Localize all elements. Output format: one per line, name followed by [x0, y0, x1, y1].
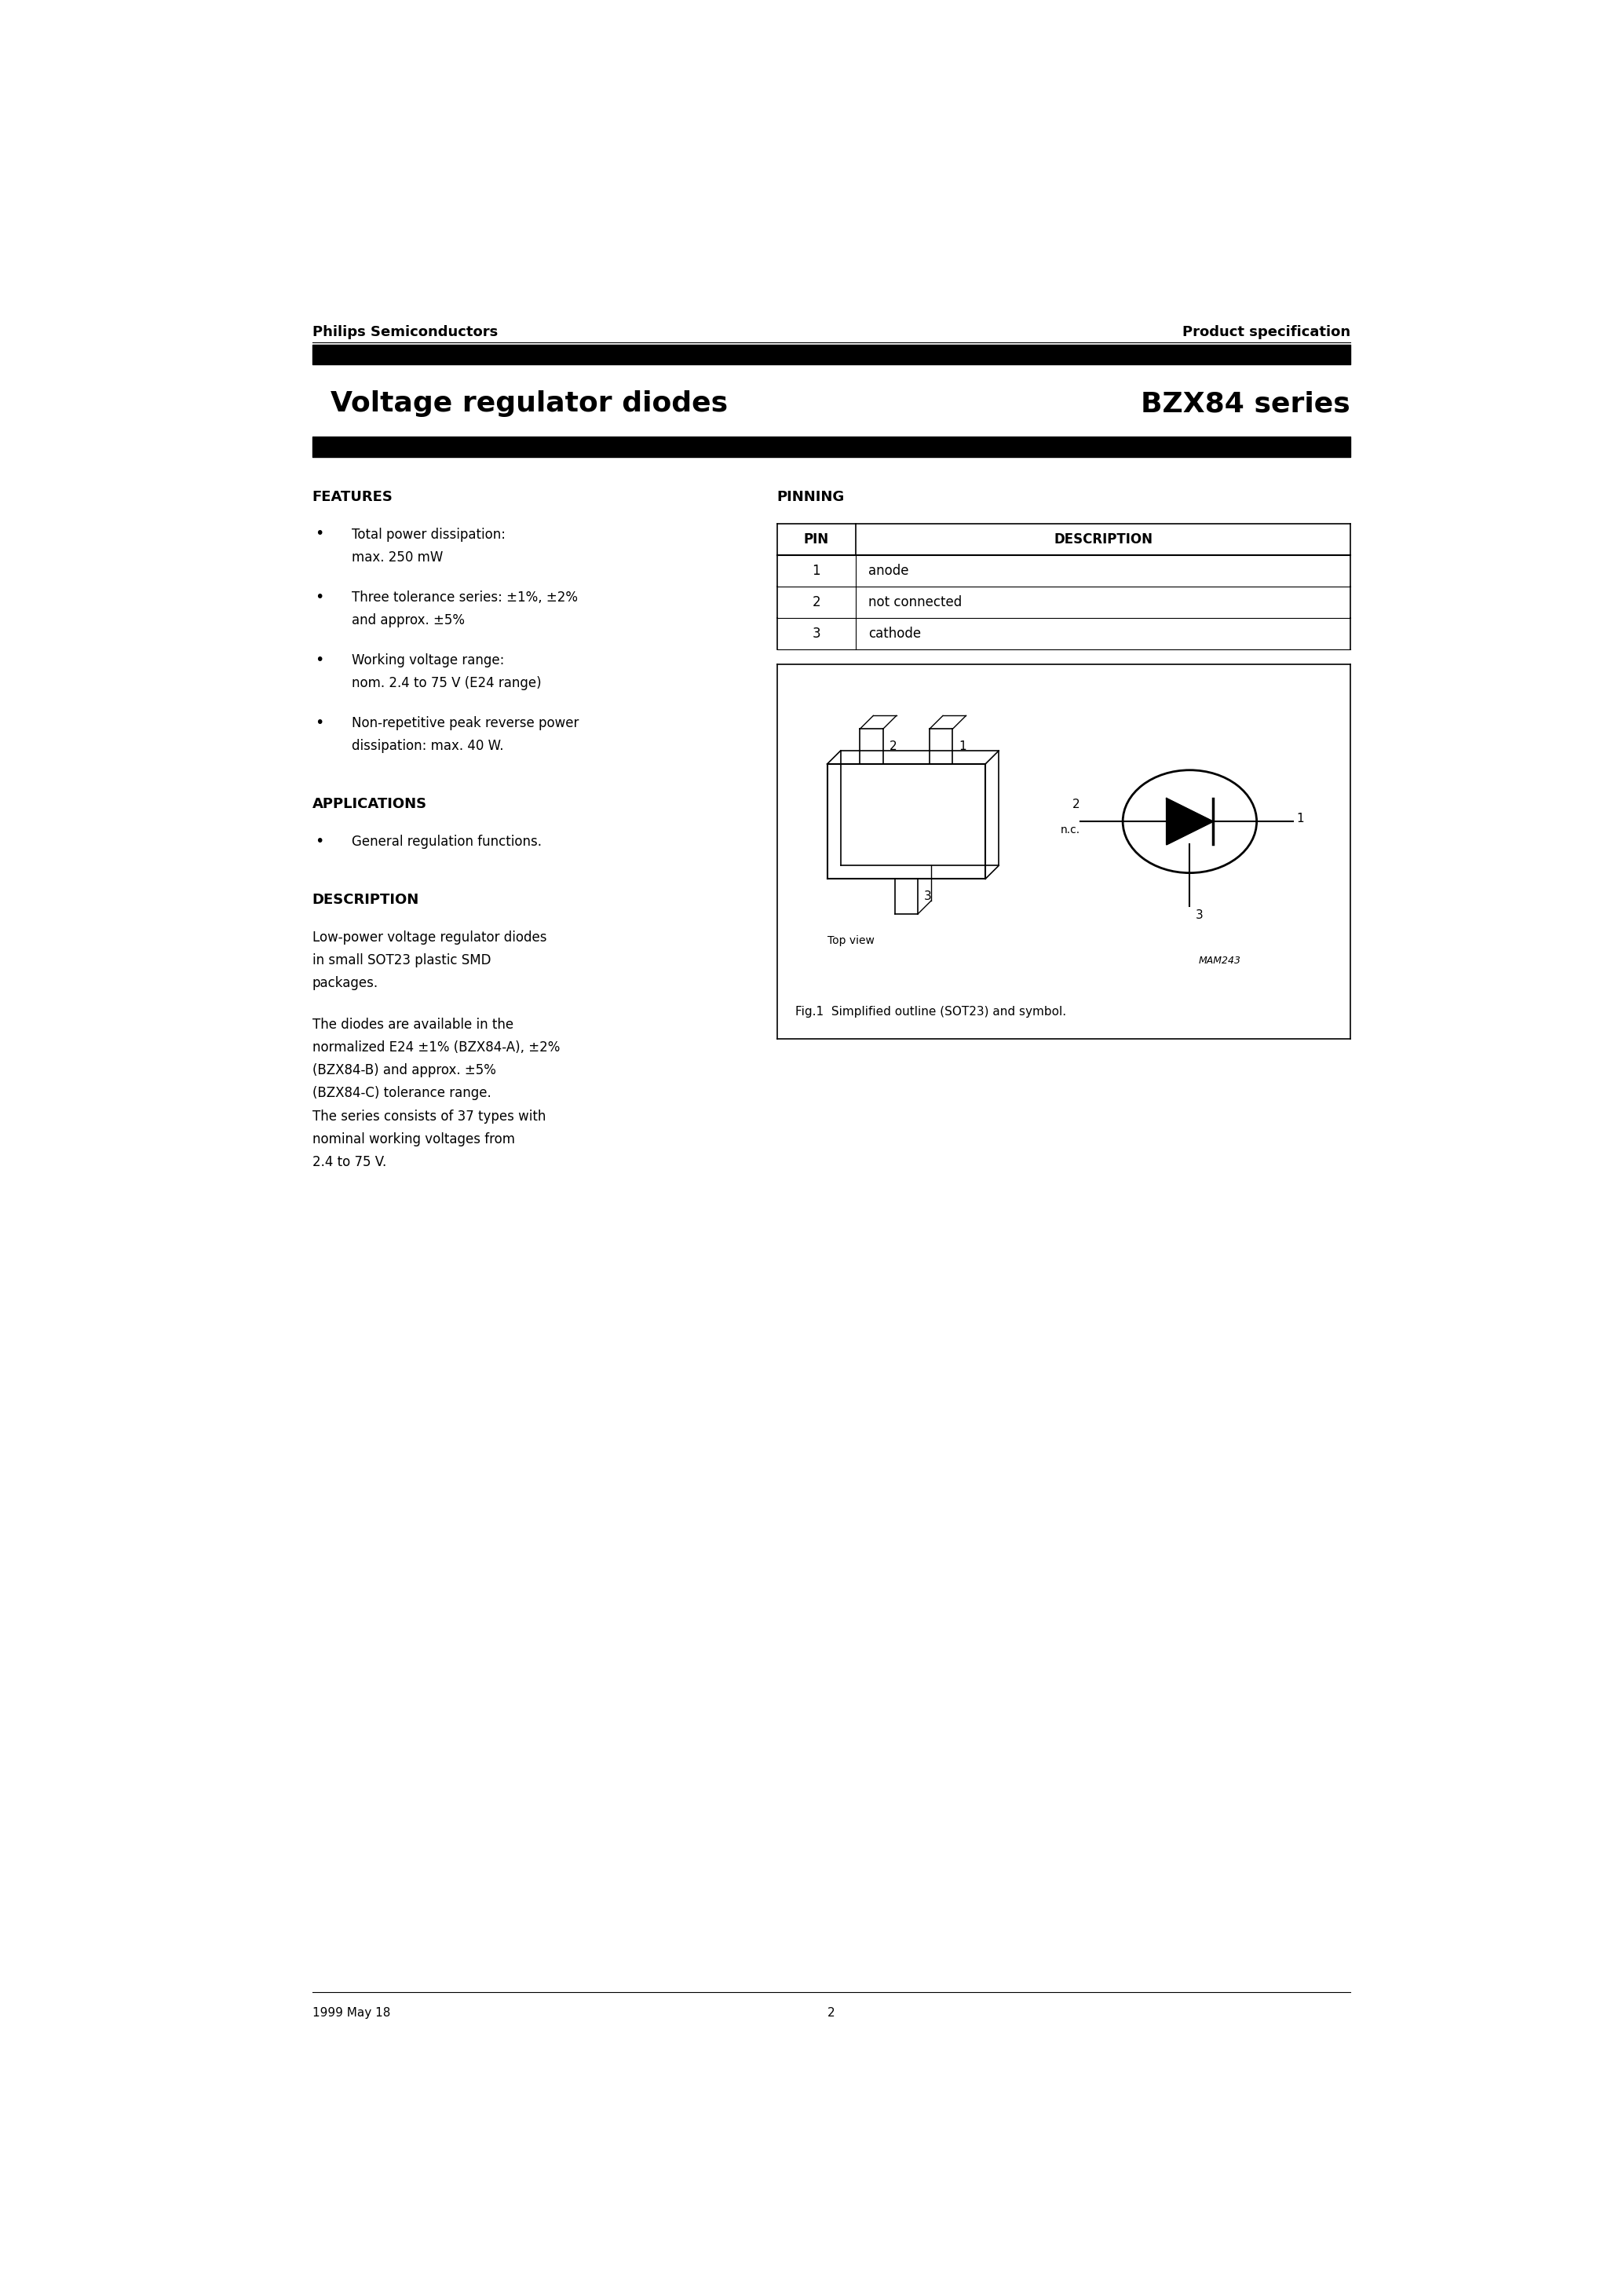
Text: not connected: not connected — [868, 595, 962, 608]
Text: Three tolerance series: ±1%, ±2%: Three tolerance series: ±1%, ±2% — [352, 590, 577, 604]
Text: Fig.1  Simplified outline (SOT23) and symbol.: Fig.1 Simplified outline (SOT23) and sym… — [795, 1006, 1066, 1017]
Text: cathode: cathode — [868, 627, 921, 641]
Text: •: • — [315, 590, 324, 604]
Polygon shape — [1166, 799, 1213, 845]
Text: (BZX84-B) and approx. ±5%: (BZX84-B) and approx. ±5% — [313, 1063, 496, 1077]
Text: PINNING: PINNING — [777, 489, 845, 505]
Text: 1999 May 18: 1999 May 18 — [313, 2007, 391, 2018]
Text: 2: 2 — [827, 2007, 835, 2018]
Text: PIN: PIN — [805, 533, 829, 546]
Text: n.c.: n.c. — [1061, 824, 1080, 836]
Text: Total power dissipation:: Total power dissipation: — [352, 528, 506, 542]
Text: •: • — [315, 526, 324, 542]
Text: 3: 3 — [1195, 909, 1204, 921]
Text: General regulation functions.: General regulation functions. — [352, 836, 542, 850]
Text: nominal working voltages from: nominal working voltages from — [313, 1132, 514, 1146]
Text: 2: 2 — [813, 595, 821, 608]
Text: 1: 1 — [813, 563, 821, 579]
Text: and approx. ±5%: and approx. ±5% — [352, 613, 466, 627]
Text: The series consists of 37 types with: The series consists of 37 types with — [313, 1109, 545, 1123]
Text: FEATURES: FEATURES — [313, 489, 393, 505]
Text: Product specification: Product specification — [1182, 324, 1350, 340]
Text: anode: anode — [868, 563, 908, 579]
Text: dissipation: max. 40 W.: dissipation: max. 40 W. — [352, 739, 504, 753]
Text: MAM243: MAM243 — [1199, 955, 1241, 967]
Text: 2: 2 — [889, 742, 897, 753]
Text: The diodes are available in the: The diodes are available in the — [313, 1017, 513, 1031]
Text: 1: 1 — [959, 742, 967, 753]
Text: packages.: packages. — [313, 976, 378, 990]
Text: •: • — [315, 652, 324, 668]
Text: Working voltage range:: Working voltage range: — [352, 654, 504, 668]
Text: nom. 2.4 to 75 V (E24 range): nom. 2.4 to 75 V (E24 range) — [352, 677, 542, 691]
Text: 2: 2 — [1072, 799, 1080, 810]
Text: •: • — [315, 833, 324, 850]
Text: in small SOT23 plastic SMD: in small SOT23 plastic SMD — [313, 953, 491, 967]
Text: 2.4 to 75 V.: 2.4 to 75 V. — [313, 1155, 386, 1169]
Text: (BZX84-C) tolerance range.: (BZX84-C) tolerance range. — [313, 1086, 491, 1100]
Text: Top view: Top view — [827, 934, 874, 946]
Text: max. 250 mW: max. 250 mW — [352, 551, 443, 565]
Text: •: • — [315, 714, 324, 730]
Text: 3: 3 — [813, 627, 821, 641]
Text: Low-power voltage regulator diodes: Low-power voltage regulator diodes — [313, 930, 547, 944]
Text: normalized E24 ±1% (BZX84-A), ±2%: normalized E24 ±1% (BZX84-A), ±2% — [313, 1040, 560, 1054]
Text: DESCRIPTION: DESCRIPTION — [1054, 533, 1153, 546]
Text: 1: 1 — [1296, 813, 1304, 824]
Text: Voltage regulator diodes: Voltage regulator diodes — [331, 390, 728, 418]
Text: APPLICATIONS: APPLICATIONS — [313, 797, 427, 810]
Text: Philips Semiconductors: Philips Semiconductors — [313, 324, 498, 340]
Text: Non-repetitive peak reverse power: Non-repetitive peak reverse power — [352, 716, 579, 730]
Text: BZX84 series: BZX84 series — [1140, 390, 1350, 418]
Text: 3: 3 — [925, 891, 931, 902]
Text: DESCRIPTION: DESCRIPTION — [313, 893, 418, 907]
